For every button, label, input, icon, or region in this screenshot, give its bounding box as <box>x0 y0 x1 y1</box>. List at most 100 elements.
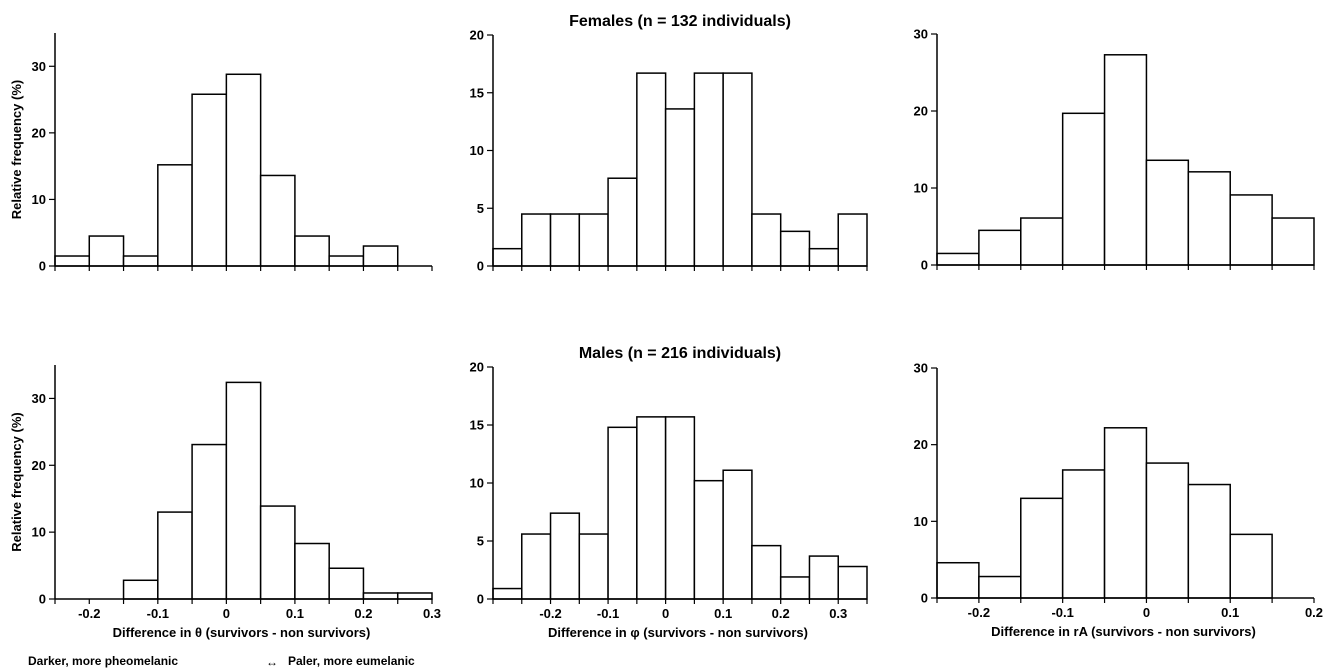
bar <box>1145 159 1190 266</box>
bar <box>722 469 753 600</box>
bar <box>396 592 433 600</box>
bar <box>191 443 228 600</box>
bar <box>808 555 839 600</box>
x-tick-label: 0.1 <box>286 606 304 621</box>
bar <box>492 587 523 600</box>
histogram-panel-females-0: 0 10 20 30 Relative frequency (%) <box>9 33 433 274</box>
y-tick-label: 10 <box>914 514 928 529</box>
bar <box>1229 194 1273 266</box>
y-axis-label: Relative frequency (%) <box>9 80 24 219</box>
bar <box>779 576 811 600</box>
x-tick-label: 0.2 <box>354 606 372 621</box>
histogram-panel-females-1: 0 5 10 15 20 Females (n = 132 individuals) <box>470 13 868 274</box>
y-tick-label: 30 <box>32 59 46 74</box>
x-tick-label: -0.2 <box>78 606 100 621</box>
y-tick-label: 20 <box>914 437 928 452</box>
bar <box>54 255 91 267</box>
x-tick-label: 0 <box>223 606 230 621</box>
x-tick-label: 0 <box>1143 605 1150 620</box>
x-tick-label: 0.1 <box>1221 605 1239 620</box>
bar <box>936 252 980 266</box>
x-tick-label: -0.1 <box>147 606 169 621</box>
bar <box>636 72 667 267</box>
bar <box>122 579 159 600</box>
bar <box>225 73 262 267</box>
bar <box>521 533 552 600</box>
y-tick-label: 15 <box>470 85 484 100</box>
bar <box>549 512 581 600</box>
y-tick-label: 30 <box>914 361 928 376</box>
y-tick-label: 15 <box>470 418 484 433</box>
bar <box>225 381 262 600</box>
x-tick-label: 0 <box>662 606 669 621</box>
bar <box>978 229 1022 266</box>
y-tick-label: 5 <box>477 534 484 549</box>
x-tick-label: 0.2 <box>1305 605 1323 620</box>
bar <box>362 592 399 600</box>
bar <box>978 575 1022 599</box>
bar <box>722 72 753 267</box>
y-tick-label: 10 <box>470 476 484 491</box>
bar <box>362 245 399 267</box>
y-tick-label: 20 <box>32 458 46 473</box>
x-axis-label: Difference in φ (survivors - non survivo… <box>548 625 808 640</box>
y-tick-label: 20 <box>470 28 484 43</box>
bar <box>837 213 868 267</box>
bar <box>1061 469 1106 599</box>
bar <box>837 565 868 600</box>
bar <box>294 542 330 600</box>
bar <box>157 511 193 600</box>
bar <box>328 255 365 267</box>
y-tick-label: 30 <box>32 391 46 406</box>
bar <box>1229 533 1273 599</box>
panel-title: Males (n = 216 individuals) <box>579 345 781 362</box>
histogram-panel-males-2: 0 10 20 30 -0.2 -0.1 0 0.1 0.2 Difference in rA (… <box>914 361 1324 640</box>
bar <box>1145 462 1190 599</box>
x-axis-label: Difference in rA (survivors - non surviv… <box>991 624 1256 639</box>
bar <box>664 416 696 600</box>
bar <box>1271 217 1315 266</box>
bar <box>664 108 696 267</box>
x-tick-label: -0.1 <box>1051 605 1073 620</box>
x-tick-label: 0.2 <box>772 606 790 621</box>
bar <box>808 247 839 267</box>
bar <box>1061 112 1106 266</box>
bar <box>578 213 609 267</box>
y-tick-label: 0 <box>921 591 928 606</box>
bar <box>157 164 193 267</box>
bar <box>122 255 159 267</box>
bar <box>294 235 330 267</box>
y-tick-label: 0 <box>39 592 46 607</box>
bar <box>549 213 581 267</box>
bar <box>1187 171 1231 266</box>
y-tick-label: 0 <box>477 592 484 607</box>
x-tick-label: 0.3 <box>423 606 441 621</box>
bar <box>328 567 365 600</box>
bar <box>779 230 811 267</box>
y-tick-label: 10 <box>32 525 46 540</box>
y-tick-label: 10 <box>470 143 484 158</box>
y-tick-label: 0 <box>921 258 928 273</box>
bar <box>636 416 667 600</box>
bar <box>259 174 296 267</box>
bar <box>578 533 609 600</box>
x-tick-label: 0.1 <box>714 606 732 621</box>
y-tick-label: 0 <box>39 259 46 274</box>
bar <box>1020 217 1064 266</box>
y-tick-label: 20 <box>914 104 928 119</box>
bar <box>693 479 724 600</box>
bar <box>751 213 782 267</box>
bar <box>521 213 552 267</box>
bar <box>607 177 638 267</box>
x-axis-label: Difference in θ (survivors - non survivo… <box>113 625 371 640</box>
bar <box>1020 497 1064 599</box>
x-tick-label: -0.2 <box>968 605 990 620</box>
bar <box>936 561 980 599</box>
y-tick-label: 20 <box>32 125 46 140</box>
bar <box>492 247 523 267</box>
histogram-panel-males-0: 0 10 20 30 -0.2 -0.1 0 0.1 0.2 0.3 Difference in θ… <box>9 365 441 640</box>
y-tick-label: 5 <box>477 201 484 216</box>
y-tick-label: 20 <box>470 360 484 375</box>
bar <box>259 505 296 600</box>
